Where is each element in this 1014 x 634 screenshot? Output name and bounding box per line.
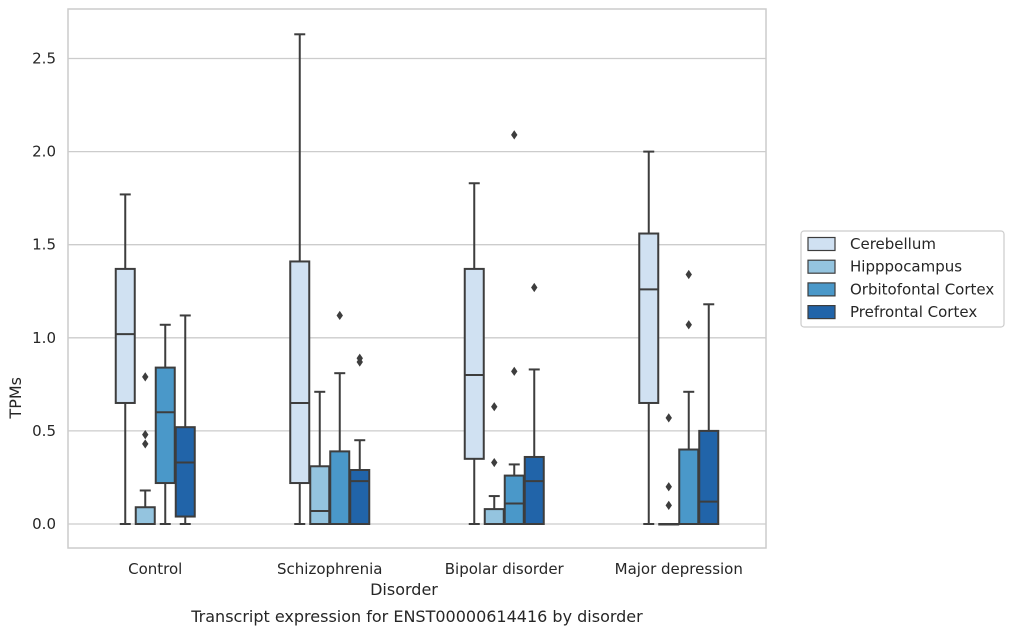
box-body (698, 429, 720, 525)
box-body (289, 260, 311, 485)
box-body (134, 506, 156, 526)
x-axis-title: Disorder (370, 580, 438, 599)
box-orbitofontal-cortex (329, 310, 351, 525)
legend-swatch (807, 282, 836, 297)
box-body (678, 448, 700, 525)
box-orbitofontal-cortex (154, 323, 176, 525)
box-prefrontal-cortex (523, 282, 545, 525)
box-hipppocampus (134, 372, 156, 526)
outlier-point (665, 482, 672, 492)
box-orbitofontal-cortex (678, 269, 700, 525)
box-cerebellum (638, 150, 660, 525)
x-tick-label: Major depression (615, 560, 743, 578)
outlier-point (665, 413, 672, 423)
outlier-point (685, 320, 692, 330)
y-tick-labels: 0.0 0.5 1.0 1.5 2.0 2.5 (32, 50, 56, 534)
legend-label: Orbitofontal Cortex (850, 280, 994, 298)
box-body (523, 455, 545, 525)
box-body (483, 508, 505, 526)
legend-swatch (807, 259, 836, 274)
outlier-point (356, 353, 363, 363)
outlier-point (491, 402, 498, 412)
y-tick-label: 1.0 (32, 329, 56, 347)
box-body (503, 474, 525, 526)
plot-frame (67, 8, 767, 549)
y-tick-label: 2.5 (32, 50, 56, 68)
legend-label: Hipppocampus (850, 258, 962, 276)
outlier-point (142, 372, 149, 382)
outlier-point (511, 130, 518, 140)
legend-label: Prefrontal Cortex (850, 303, 977, 321)
boxes (114, 33, 720, 526)
outlier-point (142, 439, 149, 449)
box-body (114, 267, 136, 404)
box-cerebellum (463, 182, 485, 525)
box-prefrontal-cortex (174, 314, 196, 525)
outlier-point (511, 366, 518, 376)
y-axis-title: TPMs (6, 377, 25, 420)
legend-swatch (807, 305, 836, 320)
outlier-point (491, 457, 498, 468)
outlier-point (336, 310, 343, 321)
x-tick-label: Schizophrenia (277, 560, 382, 578)
y-tick-label: 2.0 (32, 143, 56, 161)
legend-label: Cerebellum (850, 235, 936, 253)
outlier-point (531, 282, 538, 293)
box-body (638, 232, 660, 404)
y-tick-label: 1.5 (32, 236, 56, 254)
y-tick-label: 0.5 (32, 422, 56, 440)
chart-caption: Transcript expression for ENST0000061441… (190, 607, 643, 626)
y-tick-label: 0.0 (32, 515, 56, 533)
box-body (174, 426, 196, 518)
box-prefrontal-cortex (349, 353, 371, 526)
outlier-point (142, 430, 149, 440)
x-tick-label: Bipolar disorder (445, 560, 565, 578)
box-body (309, 465, 331, 526)
outlier-point (685, 269, 692, 280)
outlier-point (665, 500, 672, 510)
box-body (349, 469, 371, 526)
box-body (463, 267, 485, 460)
legend: Cerebellum Hipppocampus Orbitofontal Corte… (800, 230, 1005, 328)
legend-swatch (807, 236, 836, 252)
box-hipppocampus (658, 413, 680, 526)
x-tick-labels: Control Schizophrenia Bipolar disorder Majo… (128, 560, 743, 578)
x-tick-label: Control (128, 560, 182, 578)
box-cerebellum (289, 33, 311, 525)
box-hipppocampus (483, 402, 505, 526)
box-hipppocampus (309, 390, 331, 526)
legend-frame (800, 230, 1005, 328)
box-body (154, 366, 176, 485)
box-orbitofontal-cortex (503, 130, 525, 526)
box-prefrontal-cortex (698, 303, 720, 525)
box-body (329, 450, 351, 525)
box-cerebellum (114, 193, 136, 525)
